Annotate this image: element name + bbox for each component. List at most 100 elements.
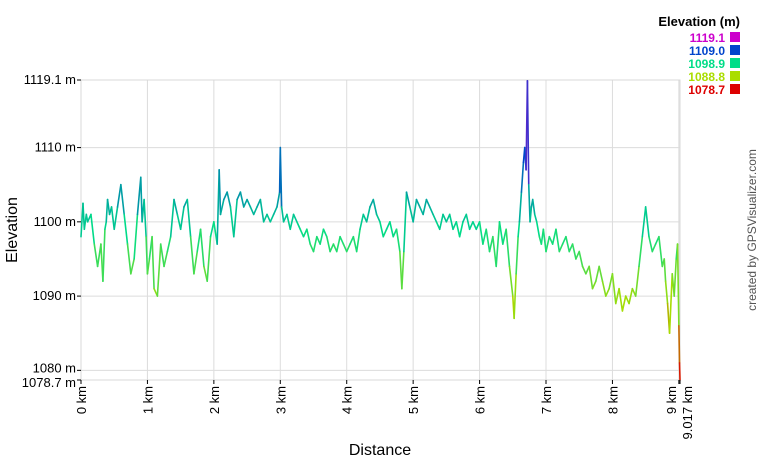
elevation-segment (638, 235, 644, 268)
elevation-segment (286, 213, 292, 231)
elevation-segment (505, 228, 511, 268)
legend-title: Elevation (m) (658, 14, 740, 29)
elevation-segment (565, 235, 571, 253)
elevation-segment (325, 235, 331, 253)
elevation-segment (465, 213, 471, 231)
elevation-segment (242, 198, 248, 208)
elevation-segment (482, 228, 488, 245)
elevation-segment (296, 221, 302, 231)
elevation-segment (438, 213, 444, 231)
elevation-segment (425, 198, 431, 208)
elevation-segment (306, 228, 311, 245)
elevation-segment (385, 221, 391, 231)
elevation-segment (614, 287, 620, 305)
y-tick-label: 1100 m (34, 214, 76, 229)
legend-entry-label: 1098.9 (688, 57, 725, 71)
elevation-segment (272, 206, 278, 216)
x-tick-label: 5 km (406, 386, 421, 414)
elevation-segment (193, 250, 199, 275)
elevation-segment (495, 221, 501, 268)
y-tick-label: 1090 m (33, 288, 76, 303)
elevation-segment (452, 221, 458, 231)
elevation-segment (335, 235, 341, 253)
elevation-segment (422, 198, 428, 216)
elevation-segment (401, 250, 405, 290)
elevation-segment (139, 176, 143, 223)
elevation-segment (262, 213, 268, 223)
elevation-segment (535, 221, 541, 238)
elevation-segment (678, 324, 681, 364)
elevation-segment (513, 273, 517, 320)
elevation-segment (648, 235, 654, 253)
elevation-segment (259, 198, 265, 223)
elevation-segment (133, 213, 139, 260)
elevation-segment (578, 250, 584, 268)
x-tick-label: 7 km (539, 386, 554, 414)
elevation-segment (673, 258, 678, 297)
elevation-segment (551, 228, 557, 245)
elevation-segment (130, 258, 135, 275)
x-tick-label: 4 km (340, 386, 355, 414)
elevation-segment (395, 228, 401, 253)
elevation-segment (229, 206, 235, 238)
elevation-segment (641, 206, 647, 238)
y-tick-label: 1110 m (35, 140, 76, 155)
elevation-segment (232, 198, 238, 238)
elevation-segment (123, 213, 129, 245)
elevation-segment (545, 235, 551, 253)
elevation-segment (176, 213, 182, 231)
legend-entry-label: 1088.8 (688, 70, 725, 84)
elevation-segment (548, 235, 554, 245)
legend-entry-label: 1078.7 (688, 83, 725, 97)
elevation-segment (468, 221, 474, 231)
elevation-segment (116, 183, 122, 208)
elevation-segment (206, 235, 212, 283)
elevation-segment (279, 146, 283, 208)
elevation-segment (329, 243, 335, 253)
elevation-segment (575, 250, 581, 260)
elevation-segment (345, 243, 351, 253)
elevation-segment (342, 243, 348, 253)
elevation-segment (588, 265, 594, 290)
elevation-segment (199, 228, 205, 268)
elevation-segment (102, 228, 106, 283)
elevation-segment (644, 206, 650, 238)
elevation-segment (628, 287, 634, 305)
elevation-segment (219, 198, 225, 216)
elevation-segment (488, 235, 494, 253)
elevation-segment (93, 243, 99, 268)
elevation-segment (179, 206, 185, 231)
elevation-segment (169, 198, 175, 238)
elevation-segment (209, 221, 215, 238)
elevation-segment (189, 235, 195, 275)
x-tick-label: 3 km (273, 386, 288, 414)
elevation-segment (289, 213, 295, 231)
elevation-segment (106, 198, 111, 216)
elevation-segment (282, 213, 288, 223)
credit-text: created by GPSVisualizer.com (745, 149, 759, 311)
elevation-segment (558, 243, 564, 253)
elevation-segment (145, 235, 149, 275)
elevation-segment (448, 213, 454, 231)
x-tick-label: 9 km (664, 386, 679, 414)
elevation-segment (608, 273, 614, 290)
elevation-segment (113, 206, 119, 231)
elevation-segment (339, 235, 345, 245)
legend-swatch (730, 58, 740, 68)
elevation-segment (223, 191, 228, 201)
elevation-segment (409, 206, 414, 223)
elevation-segment (472, 221, 478, 231)
elevation-segment (515, 235, 519, 275)
elevation-segment (382, 228, 388, 238)
elevation-segment (322, 228, 328, 238)
elevation-segment (369, 198, 375, 208)
elevation-segment (604, 287, 610, 297)
elevation-segment (218, 169, 222, 216)
x-tick-label: 8 km (605, 386, 620, 414)
elevation-segment (312, 235, 318, 253)
elevation-segment (359, 213, 365, 231)
elevation-segment (455, 221, 461, 238)
elevation-segment (389, 221, 395, 238)
elevation-series (80, 79, 681, 381)
